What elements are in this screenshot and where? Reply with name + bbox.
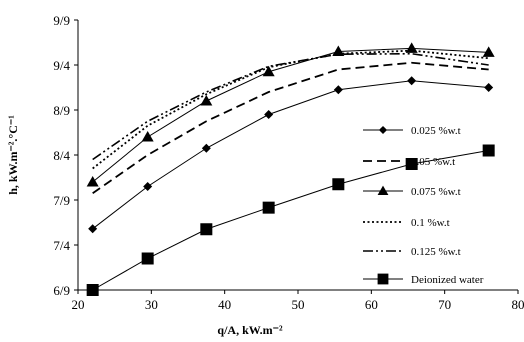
x-tick-label: 60 (365, 297, 378, 312)
diamond-marker (333, 85, 343, 95)
triangle-marker (332, 45, 345, 56)
square-marker (200, 223, 213, 236)
y-tick-label: 9/9 (53, 13, 70, 28)
diamond-marker (378, 125, 388, 135)
x-tick-label: 80 (512, 297, 524, 312)
y-tick-label: 9/4 (53, 58, 70, 73)
x-axis-title: q/A, kW.m⁻² (217, 323, 283, 337)
square-marker (262, 201, 275, 214)
triangle-marker (86, 176, 99, 187)
diamond-marker (201, 143, 211, 153)
triangle-marker (200, 95, 213, 106)
x-tick-label: 40 (218, 297, 231, 312)
x-tick-label: 50 (292, 297, 305, 312)
diamond-marker (407, 76, 417, 86)
series-deionized-water (86, 144, 495, 296)
series-line (92, 80, 489, 230)
legend-label: 0.1 %w.t (411, 217, 450, 229)
square-marker (332, 178, 345, 191)
series-layer (86, 42, 495, 296)
square-marker (482, 144, 495, 157)
series-0-025-w-t (88, 76, 494, 234)
y-tick-label: 8/9 (53, 103, 70, 118)
series-0-05-w-t (92, 61, 489, 194)
square-marker (141, 252, 154, 265)
legend-label: 0.075 %w.t (411, 186, 461, 198)
series-line (92, 49, 489, 170)
series-0-1-w-t (92, 49, 489, 170)
axes: 20 30 40 50 60 70 80 6/9 7/4 7/9 8/4 8/9 9/4 9/9 (53, 13, 524, 312)
legend-label: 0.125 %w.t (411, 246, 461, 258)
x-tick-label: 30 (145, 297, 158, 312)
triangle-marker (262, 65, 275, 77)
diamond-marker (143, 182, 153, 191)
x-tick-label: 20 (72, 297, 85, 312)
square-marker (86, 284, 99, 296)
y-tick-label: 8/4 (53, 148, 70, 163)
legend-label: Deionized water (411, 274, 484, 286)
y-tick-label: 7/4 (53, 238, 70, 253)
triangle-marker (377, 185, 389, 196)
series-line (92, 61, 489, 194)
square-marker (377, 273, 389, 285)
y-tick-label: 7/9 (53, 193, 70, 208)
y-axis-title: h, kW.m⁻².°C⁻¹ (6, 115, 20, 195)
x-tick-label: 70 (438, 297, 451, 312)
legend-label: 0.05 %w.t (411, 156, 455, 168)
legend: 0.025 %w.t 0.05 %w.t 0.075 %w.t 0.1 %w.t 0.1… (363, 125, 484, 286)
triangle-marker (141, 131, 154, 142)
diamond-marker (88, 224, 98, 234)
square-marker (405, 158, 418, 170)
triangle-marker (482, 46, 495, 57)
diamond-marker (484, 83, 494, 92)
y-tick-label: 6/9 (53, 283, 70, 298)
diamond-marker (264, 110, 274, 119)
legend-label: 0.025 %w.t (411, 125, 461, 137)
